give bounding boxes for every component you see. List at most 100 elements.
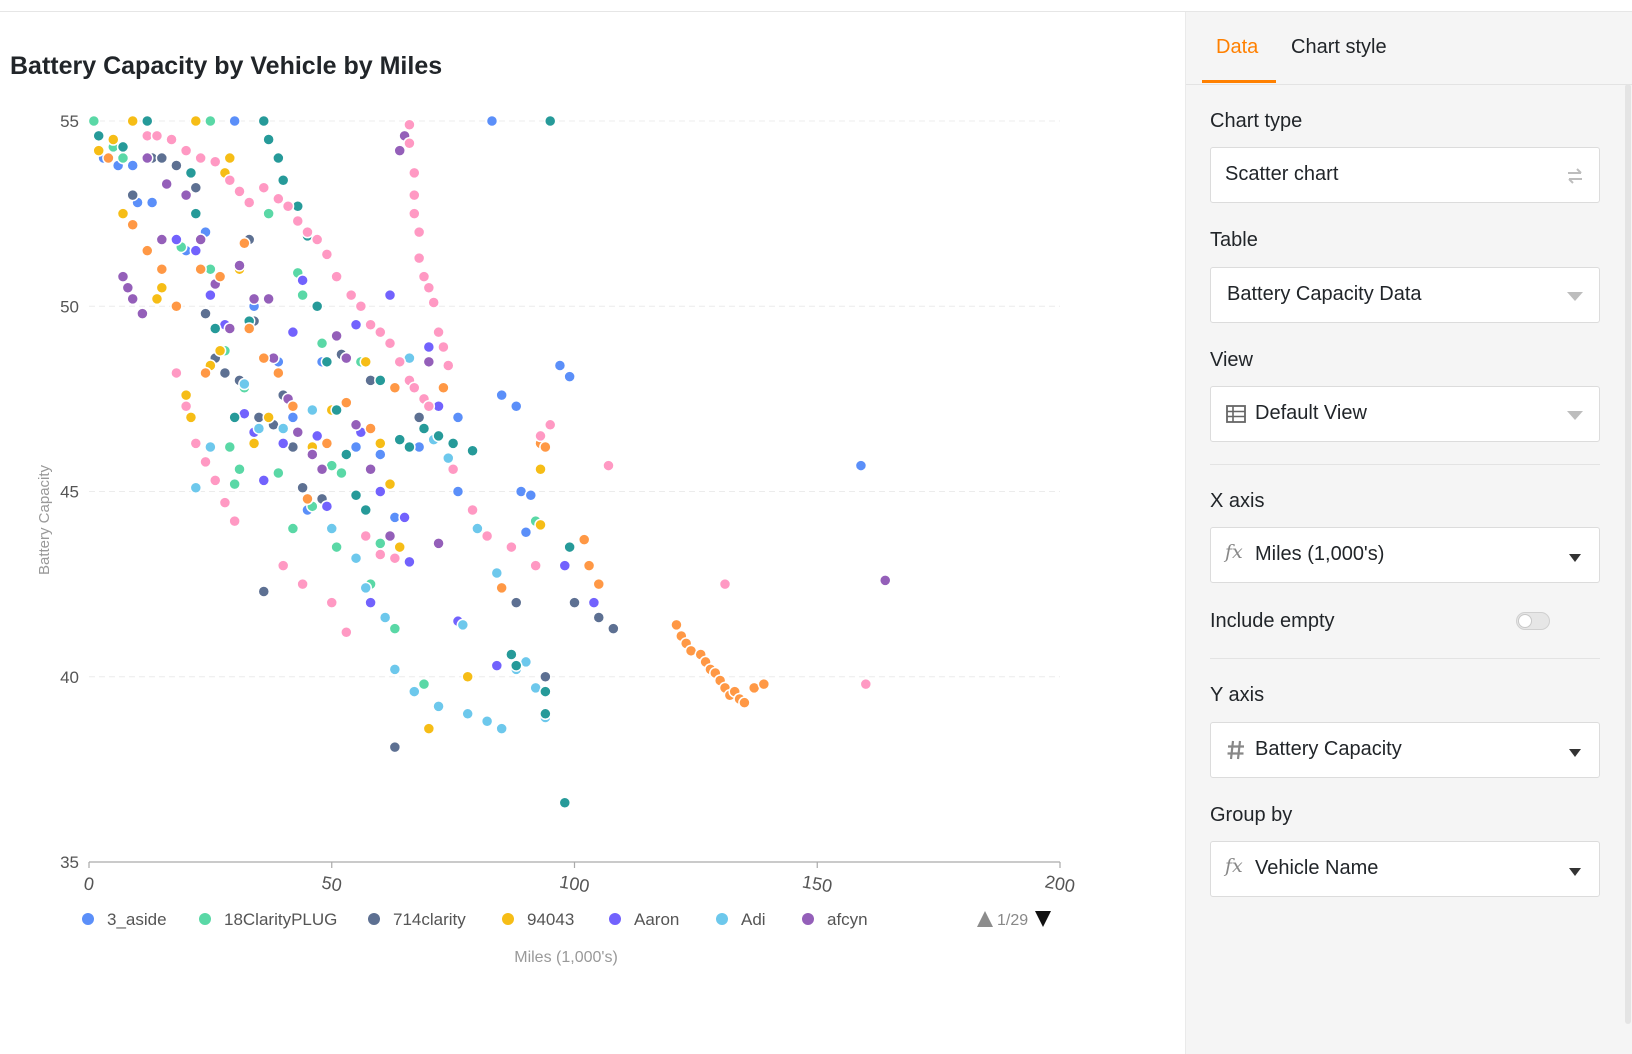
data-point <box>218 496 232 509</box>
data-point <box>432 325 445 339</box>
include-empty-toggle[interactable] <box>1516 612 1550 630</box>
data-point <box>121 281 135 294</box>
data-point <box>388 740 402 754</box>
data-point <box>509 659 523 672</box>
data-point <box>228 477 241 491</box>
data-point <box>524 488 538 502</box>
x-tick-label: 100 <box>558 872 591 897</box>
data-point <box>519 526 533 539</box>
data-point <box>558 559 572 572</box>
data-point <box>344 288 358 302</box>
data-point <box>213 270 227 283</box>
data-point <box>539 440 552 454</box>
data-point <box>145 196 159 209</box>
data-point <box>208 155 222 169</box>
data-point <box>359 581 372 595</box>
data-point <box>228 411 241 424</box>
data-point <box>388 622 402 635</box>
data-point <box>194 151 207 165</box>
data-point <box>738 696 751 709</box>
data-point <box>286 325 300 339</box>
legend-page-down-icon[interactable] <box>1035 911 1051 927</box>
data-point <box>276 437 290 450</box>
data-point <box>204 288 217 302</box>
data-point <box>422 722 436 735</box>
table-dropdown[interactable]: Battery Capacity Data <box>1210 267 1600 323</box>
data-point <box>442 451 455 465</box>
data-point <box>296 481 309 495</box>
data-point <box>320 500 334 513</box>
data-point <box>442 359 455 372</box>
data-point <box>141 151 154 165</box>
chevron-down-icon <box>1567 411 1583 420</box>
data-point <box>116 151 130 165</box>
data-point <box>150 292 164 306</box>
tab-chart-style[interactable]: Chart style <box>1291 36 1387 58</box>
data-point <box>878 574 892 587</box>
data-point <box>383 337 397 350</box>
data-point <box>170 233 183 246</box>
tab-data[interactable]: Data <box>1216 36 1259 58</box>
active-tab-indicator <box>1202 80 1276 83</box>
data-point <box>126 159 139 172</box>
data-point <box>257 114 271 128</box>
data-point <box>301 225 314 239</box>
data-point <box>388 381 402 395</box>
chart-type-value: Scatter chart <box>1225 163 1339 185</box>
data-point <box>417 422 431 435</box>
data-point <box>257 474 271 487</box>
data-point <box>403 440 416 454</box>
x-tick-label: 50 <box>320 872 343 895</box>
view-dropdown[interactable]: Default View <box>1210 386 1600 442</box>
data-point <box>408 685 421 698</box>
data-point <box>170 159 183 172</box>
data-point <box>213 344 227 357</box>
x-tick-label: 150 <box>801 872 834 897</box>
data-point <box>364 318 377 332</box>
panel-scrollbar[interactable] <box>1625 84 1631 1024</box>
x-axis-dropdown[interactable]: fx Miles (1,000's) <box>1210 527 1600 583</box>
data-point <box>359 503 372 517</box>
data-point <box>408 207 421 220</box>
data-point <box>602 459 615 472</box>
data-point <box>301 492 314 506</box>
data-point <box>233 185 246 198</box>
data-point <box>480 529 494 543</box>
y-axis-title: Battery Capacity <box>36 464 53 575</box>
data-point <box>466 444 479 457</box>
data-point <box>718 577 732 591</box>
group-by-dropdown[interactable]: fx Vehicle Name <box>1210 841 1600 897</box>
view-value: Default View <box>1255 402 1367 424</box>
data-point <box>563 370 576 383</box>
data-point <box>422 281 436 294</box>
data-point <box>408 188 421 202</box>
legend-page-up-icon[interactable] <box>977 911 993 927</box>
data-point <box>412 251 426 265</box>
data-point <box>374 448 387 461</box>
data-point <box>204 440 217 454</box>
data-point <box>558 796 572 809</box>
data-point <box>446 437 460 450</box>
data-point <box>539 707 552 721</box>
data-point <box>354 300 368 313</box>
legend-label: 94043 <box>527 910 574 929</box>
data-point <box>543 114 557 128</box>
y-axis-dropdown[interactable]: Battery Capacity <box>1210 722 1600 778</box>
chart-type-selector[interactable]: Scatter chart <box>1210 147 1600 203</box>
data-point <box>141 244 154 257</box>
data-point <box>262 133 275 146</box>
data-point <box>340 448 353 461</box>
data-point <box>291 425 305 439</box>
data-point <box>116 270 130 283</box>
data-point <box>242 196 256 209</box>
data-point <box>383 288 397 302</box>
data-point <box>296 274 309 287</box>
data-point <box>223 322 237 335</box>
section-divider <box>1210 658 1600 659</box>
data-point <box>393 144 406 157</box>
data-point <box>141 114 154 128</box>
data-point <box>408 381 421 395</box>
data-point <box>577 533 591 546</box>
data-point <box>189 207 203 220</box>
data-point <box>383 529 397 543</box>
